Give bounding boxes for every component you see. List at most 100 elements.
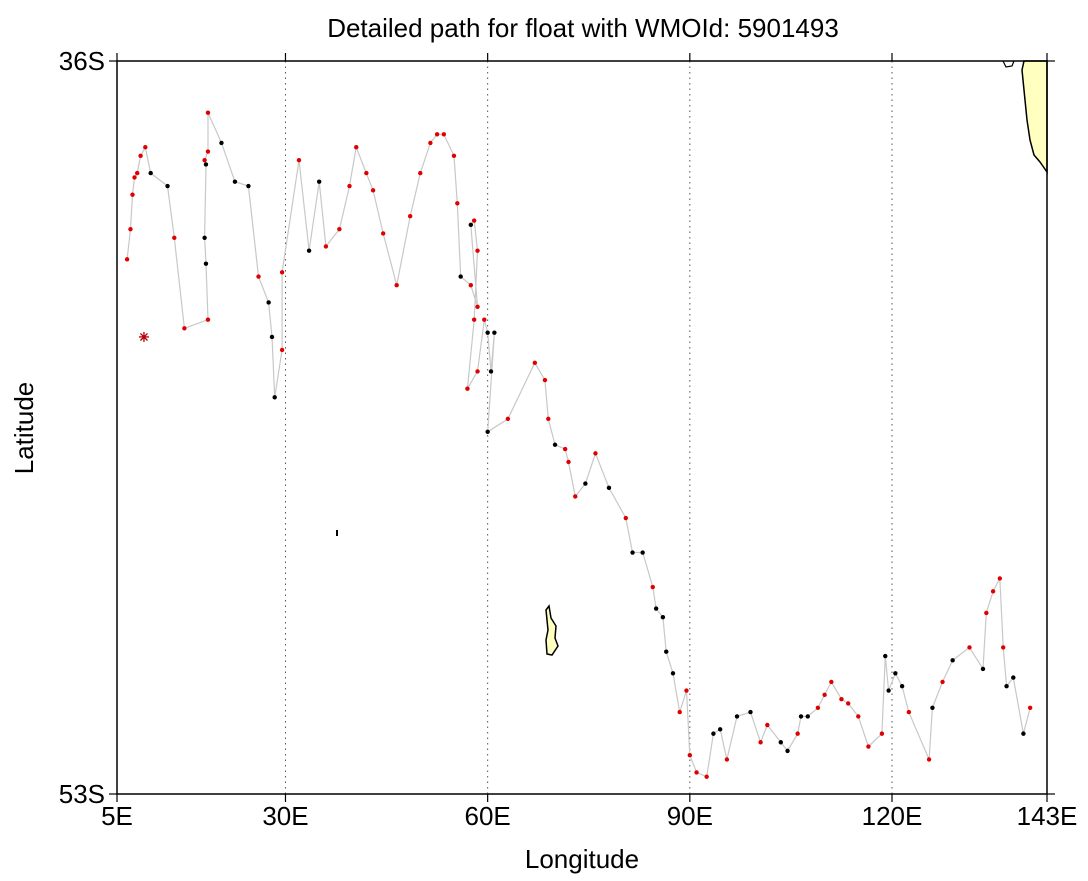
track-point [256,274,261,279]
track-points [124,110,1033,779]
track-point [232,179,238,184]
track-point [364,170,369,176]
track-point [434,132,440,137]
track-point [748,709,753,715]
australia-coast-outline [1002,60,1015,68]
track-point [805,714,810,719]
track-point [203,261,209,266]
track-point [552,442,558,447]
track-point [130,192,135,197]
track-point [573,494,578,499]
track-point [143,145,148,150]
track-point [124,257,130,262]
track-point [128,226,133,232]
track-point [203,162,209,167]
track-point [566,459,571,465]
track-point [990,589,996,594]
y-tick-label: 36S [59,46,105,76]
track-point [606,485,612,491]
y-tick-label: 53S [59,779,105,809]
track-point [653,606,659,611]
x-axis-label: Longitude [525,844,639,874]
track-point [455,201,460,206]
track-point [172,235,177,240]
track-point [664,649,669,654]
track-point [485,429,490,435]
track-point [202,235,207,240]
x-tick-label: 5E [101,801,133,831]
track-point [640,550,645,555]
track-point [246,183,251,189]
track-point [337,226,342,232]
track-point [279,270,285,275]
track-point [471,317,477,322]
track-point [407,214,413,219]
track-point [906,709,912,715]
australia-coast [1021,60,1048,175]
track-point [724,757,730,762]
track-point [785,748,790,754]
track-point [219,140,224,146]
track-point [148,170,153,176]
track-point [899,684,905,689]
track-point [839,696,844,702]
track-point [323,244,329,249]
track-point [272,395,277,400]
track-point [266,300,271,305]
track-point [717,727,723,732]
track-point [984,610,989,616]
x-tick-label: 143E [1017,801,1078,831]
track-point [670,671,676,676]
track-point [418,170,423,176]
track-point [205,110,211,115]
track-point [856,714,861,719]
track-point [269,334,275,340]
track-point [583,481,588,486]
track-point [778,740,784,745]
track-point [623,515,629,521]
track-point [1027,705,1033,710]
track-point [694,770,699,775]
track-point [677,709,682,715]
track-point [879,731,885,736]
track-point [475,248,480,253]
track-point [441,132,447,137]
track-point [1011,675,1016,680]
track-point [980,666,986,672]
track-point [532,360,538,366]
track-point [485,330,490,335]
track-point [926,757,932,762]
track-point [734,714,740,719]
track-point [306,248,312,253]
track-point [711,731,716,736]
track-point [370,188,376,193]
track-point [822,692,827,698]
track-point [562,446,568,452]
track-point [279,347,285,353]
track-point [997,576,1003,581]
track-point [165,183,170,189]
track-point [182,326,187,331]
x-tick-label: 60E [465,801,511,831]
kerguelen-island [545,604,559,656]
track-point [866,744,871,749]
track-point [967,645,972,650]
track-point [1000,645,1006,650]
track-point [296,157,302,163]
plot-frame [116,60,1048,795]
track-point [930,705,935,710]
track-point [380,231,386,236]
track-point [347,183,352,189]
track-point [687,752,693,758]
track-point [893,671,898,676]
track-point [205,317,211,322]
track-point [488,369,494,374]
track-point [798,714,804,719]
track-point [465,386,470,391]
track-point [138,153,143,159]
x-tick-label: 90E [667,801,713,831]
track-path [126,112,1031,778]
x-axis-ticks: 5E 30E 60E 90E 120E 143E [101,53,1077,831]
track-point [829,679,834,685]
